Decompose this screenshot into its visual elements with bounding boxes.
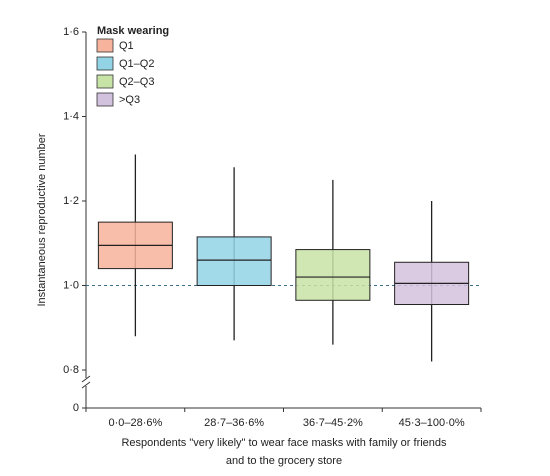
y-tick-label: 0·8 bbox=[63, 364, 79, 376]
legend-label: Q1 bbox=[119, 40, 134, 52]
legend-swatch bbox=[96, 38, 114, 53]
legend-swatch bbox=[96, 74, 114, 89]
y-tick-label: 1·4 bbox=[63, 110, 79, 122]
y-tick-label: 0 bbox=[73, 402, 79, 414]
legend-label: Q2–Q3 bbox=[119, 76, 154, 88]
legend-title: Mask wearing bbox=[97, 25, 169, 37]
x-axis-label: Respondents "very likely" to wear face m… bbox=[121, 437, 447, 449]
box bbox=[196, 236, 272, 287]
y-tick-label: 1·0 bbox=[63, 279, 79, 291]
box bbox=[295, 249, 371, 301]
axis-break bbox=[81, 375, 91, 389]
legend-label: Q1–Q2 bbox=[119, 58, 154, 70]
x-tick-label: 0·0–28·6% bbox=[108, 417, 162, 429]
legend-swatch bbox=[96, 56, 114, 71]
x-tick-label: 45·3–100·0% bbox=[399, 417, 465, 429]
legend-swatch bbox=[96, 92, 114, 107]
y-tick-label: 1·2 bbox=[63, 195, 79, 207]
x-tick-label: 36·7–45·2% bbox=[303, 417, 363, 429]
y-tick-label: 1·6 bbox=[63, 26, 79, 38]
x-tick-label: 28·7–36·6% bbox=[204, 417, 264, 429]
legend-label: >Q3 bbox=[119, 94, 140, 106]
y-axis-label: Instantaneous reproductive number bbox=[36, 133, 48, 306]
x-axis-label: and to the grocery store bbox=[226, 455, 342, 467]
